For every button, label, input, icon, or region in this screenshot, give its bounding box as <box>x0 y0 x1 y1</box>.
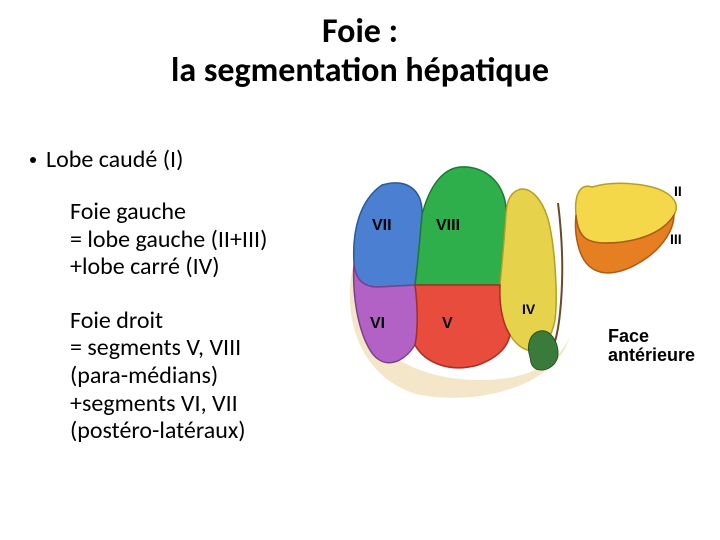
label-iv: IV <box>522 301 535 317</box>
text-column: Lobe caudé (I) Foie gauche = lobe gauche… <box>0 145 310 471</box>
label-iii: III <box>670 231 682 247</box>
segment-viii <box>415 167 506 285</box>
gallbladder-icon <box>528 331 558 370</box>
figure-caption: Face antérieure <box>608 327 695 365</box>
title-line-1: Foie : <box>0 12 720 51</box>
liver-diagram: VII VIII VI V IV II III Face antérieure <box>330 145 700 435</box>
para-foie-droit: Foie droit = segments V, VIII (para-médi… <box>70 307 310 445</box>
label-viii: VIII <box>436 217 460 235</box>
para-foie-gauche: Foie gauche = lobe gauche (II+III) +lobe… <box>70 198 310 281</box>
bullet-lobe-caude: Lobe caudé (I) <box>30 145 310 174</box>
label-ii: II <box>674 183 682 199</box>
label-vi: VI <box>370 315 385 333</box>
label-vii: VII <box>372 217 392 235</box>
title-line-2: la segmentation hépatique <box>0 51 720 90</box>
bullet-text: Lobe caudé (I) <box>46 145 183 174</box>
slide-title: Foie : la segmentation hépatique <box>0 0 720 90</box>
label-v: V <box>442 315 453 333</box>
segment-v <box>415 285 510 368</box>
segment-iv <box>500 189 556 351</box>
bullet-dot-icon <box>30 157 36 163</box>
